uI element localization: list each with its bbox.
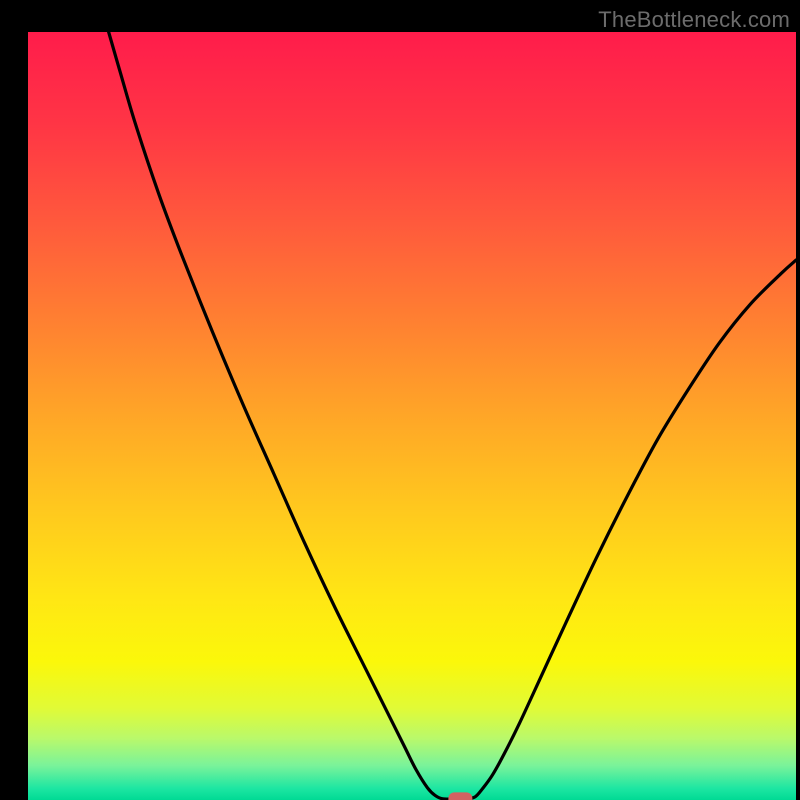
watermark-text: TheBottleneck.com bbox=[598, 7, 790, 33]
bottleneck-chart bbox=[0, 4, 800, 800]
optimum-marker bbox=[448, 792, 472, 800]
chart-frame: TheBottleneck.com bbox=[0, 0, 800, 800]
